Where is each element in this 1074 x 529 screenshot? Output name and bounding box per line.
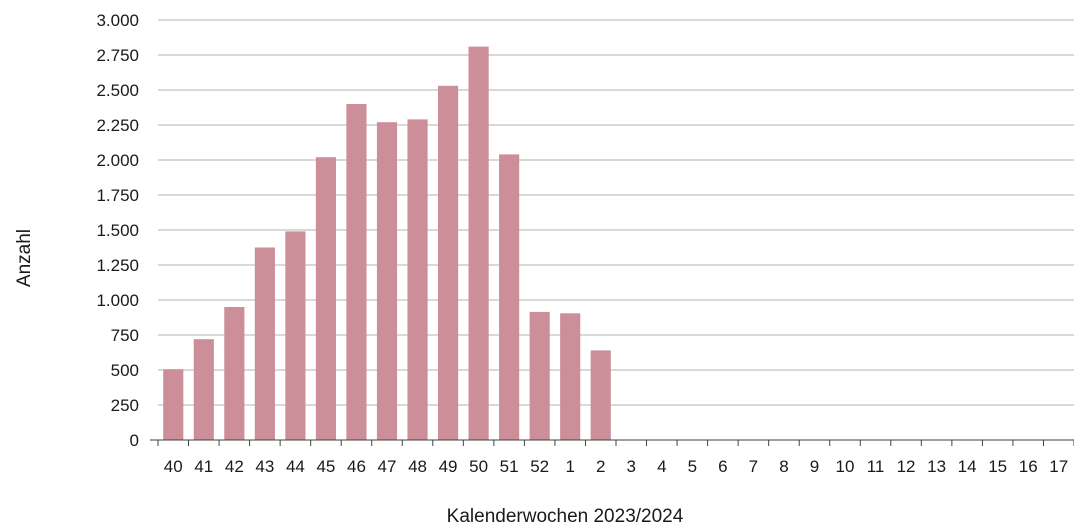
x-tick-label: 1 (565, 457, 574, 476)
bar (437, 85, 459, 441)
x-tick-label: 17 (1049, 457, 1068, 476)
bar (346, 104, 367, 440)
bar (407, 119, 428, 441)
x-tick-label: 4 (657, 457, 666, 476)
y-tick-label: 750 (111, 326, 139, 345)
y-tick-label: 1.750 (96, 186, 139, 205)
x-tick-label: 15 (988, 457, 1007, 476)
x-tick-label: 13 (927, 457, 946, 476)
axes (150, 439, 1074, 446)
bar (560, 313, 581, 440)
x-axis-title: Kalenderwochen 2023/2024 (447, 506, 684, 527)
y-tick-label: 1.000 (96, 291, 139, 310)
y-tick-label: 2.750 (96, 46, 139, 65)
x-tick-label: 7 (749, 457, 758, 476)
x-tick-label: 50 (469, 457, 488, 476)
x-tick-label: 6 (718, 457, 727, 476)
y-tick-label: 3.000 (96, 11, 139, 30)
bar (254, 247, 275, 440)
y-tick-labels: 0 250 500 750 1.000 1.250 1.500 1.750 2.000 2.250… (96, 11, 139, 450)
y-tick-label: 2.500 (96, 81, 139, 100)
x-tick-label: 43 (255, 457, 274, 476)
x-tick-label: 52 (530, 457, 549, 476)
x-tick-label: 11 (867, 457, 885, 476)
x-tick-label: 5 (688, 457, 697, 476)
x-tick-label: 3 (627, 457, 636, 476)
y-tick-label: 2.250 (96, 116, 139, 135)
x-tick-label: 49 (439, 457, 458, 476)
x-tick-label: 45 (316, 457, 335, 476)
x-tick-label: 44 (286, 457, 305, 476)
y-tick-label: 0 (130, 431, 139, 450)
y-tick-label: 2.000 (96, 151, 139, 170)
bar (193, 339, 214, 440)
x-tick-label: 41 (194, 457, 213, 476)
x-tick-label: 10 (836, 457, 855, 476)
bar (499, 154, 520, 440)
x-tick-label: 47 (378, 457, 397, 476)
x-tick-label: 9 (810, 457, 819, 476)
y-tick-label: 250 (111, 396, 139, 415)
bar (315, 157, 337, 440)
x-tick-label: 8 (779, 457, 788, 476)
x-tick-label: 2 (596, 457, 605, 476)
x-tick-label: 40 (164, 457, 183, 476)
y-tick-label: 1.500 (96, 221, 139, 240)
x-tick-label: 48 (408, 457, 427, 476)
bar (529, 311, 550, 440)
bar (224, 307, 245, 440)
bars (163, 46, 611, 441)
x-tick-label: 51 (500, 457, 519, 476)
x-tick-label: 42 (225, 457, 244, 476)
gridlines (158, 19, 1074, 406)
y-tick-label: 500 (111, 361, 139, 380)
x-tick-label: 46 (347, 457, 366, 476)
bar (376, 122, 398, 440)
bar (285, 231, 306, 440)
x-tick-label: 12 (897, 457, 916, 476)
bar (590, 350, 611, 440)
x-tick-label: 16 (1019, 457, 1038, 476)
x-tick-label: 14 (958, 457, 977, 476)
bar (468, 46, 489, 440)
y-tick-label: 1.250 (96, 256, 139, 275)
y-axis-title: Anzahl (14, 229, 35, 287)
x-tick-labels: 40 41 42 43 44 45 46 47 48 49 50 51 52 1 2 3 4 5 6 7 8 9 10 11 1… (164, 457, 1068, 476)
bar (163, 369, 184, 440)
